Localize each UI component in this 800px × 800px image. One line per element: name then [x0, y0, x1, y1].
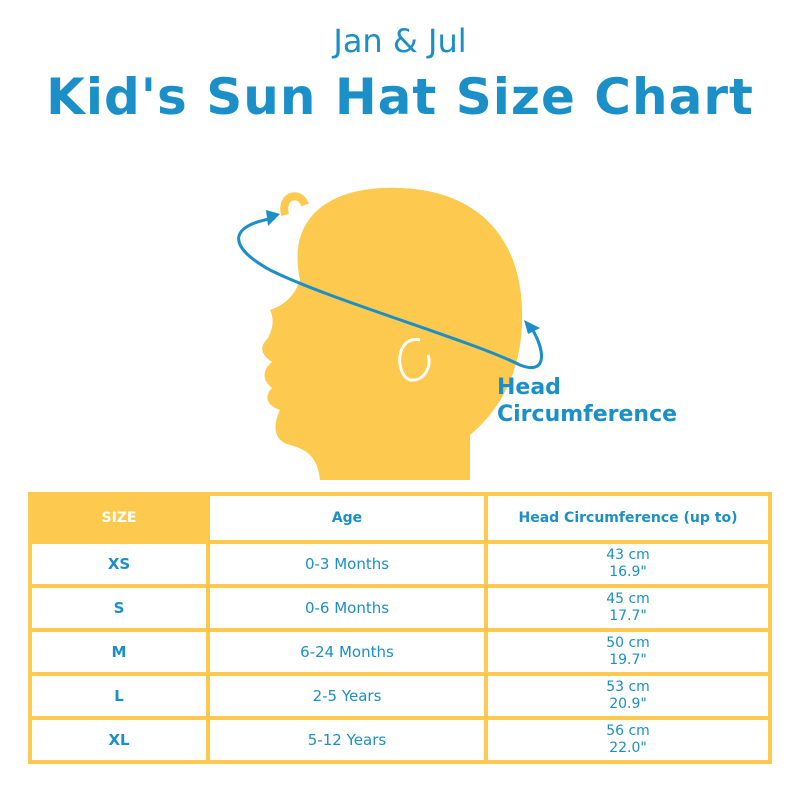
header-circumference: Head Circumference (up to) — [484, 492, 772, 544]
inch-value: 22.0" — [609, 740, 647, 756]
size-cell: L — [28, 672, 210, 720]
measurement-cell: 50 cm 19.7" — [484, 628, 772, 676]
size-table: SIZE Age Head Circumference (up to) XS 0-… — [28, 492, 772, 764]
head-silhouette — [262, 187, 523, 480]
measurement-cell: 45 cm 17.7" — [484, 584, 772, 632]
ear — [398, 338, 431, 382]
table-row: L 2-5 Years 53 cm 20.9" — [28, 672, 772, 720]
age-cell: 6-24 Months — [206, 628, 488, 676]
table-header-row: SIZE Age Head Circumference (up to) — [28, 492, 772, 544]
inch-value: 17.7" — [609, 608, 647, 624]
child-head-illustration — [237, 187, 543, 480]
age-cell: 5-12 Years — [206, 716, 488, 764]
header-size: SIZE — [28, 492, 210, 544]
size-cell: S — [28, 584, 210, 632]
cm-value: 53 cm — [606, 679, 650, 695]
table-row: XS 0-3 Months 43 cm 16.9" — [28, 540, 772, 588]
age-cell: 0-3 Months — [206, 540, 488, 588]
age-cell: 0-6 Months — [206, 584, 488, 632]
header-age: Age — [206, 492, 488, 544]
label-line-1: Head — [497, 375, 561, 400]
inch-value: 16.9" — [609, 564, 647, 580]
inch-value: 19.7" — [609, 652, 647, 668]
cm-value: 50 cm — [606, 635, 650, 651]
size-cell: XL — [28, 716, 210, 764]
cm-value: 45 cm — [606, 591, 650, 607]
measurement-cell: 56 cm 22.0" — [484, 716, 772, 764]
table-row: XL 5-12 Years 56 cm 22.0" — [28, 716, 772, 764]
size-cell: M — [28, 628, 210, 676]
inch-value: 20.9" — [609, 696, 647, 712]
page-title: Kid's Sun Hat Size Chart — [46, 68, 754, 126]
label-line-2: Circumference — [497, 402, 678, 427]
circumference-arrow-icon — [237, 210, 543, 370]
head-circumference-label: Head Circumference — [497, 374, 677, 428]
table-row: M 6-24 Months 50 cm 19.7" — [28, 628, 772, 676]
size-cell: XS — [28, 540, 210, 588]
measurement-cell: 43 cm 16.9" — [484, 540, 772, 588]
age-cell: 2-5 Years — [206, 672, 488, 720]
table-row: S 0-6 Months 45 cm 17.7" — [28, 584, 772, 632]
brand-name: Jan & Jul — [333, 22, 467, 60]
cm-value: 56 cm — [606, 723, 650, 739]
cm-value: 43 cm — [606, 547, 650, 563]
measurement-cell: 53 cm 20.9" — [484, 672, 772, 720]
